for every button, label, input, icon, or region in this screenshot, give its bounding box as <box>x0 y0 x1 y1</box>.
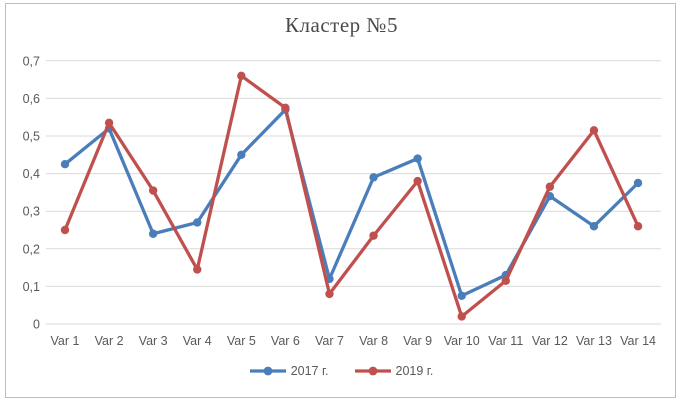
legend-line-marker-swatch <box>249 366 286 376</box>
data-point-marker <box>193 265 202 274</box>
data-point-marker <box>193 218 202 227</box>
data-point-marker <box>501 276 510 285</box>
data-point-marker <box>589 222 599 231</box>
x-axis-category-label: Var 7 <box>315 334 344 348</box>
legend-label: 2019 г. <box>395 364 434 378</box>
data-point-marker <box>413 176 422 186</box>
x-axis-category-label: Var 8 <box>359 334 388 348</box>
data-point-marker <box>60 225 70 235</box>
y-axis-tick-label: 0,2 <box>23 242 40 256</box>
x-axis-category-label: Var 2 <box>95 334 124 348</box>
x-axis-category-label: Var 9 <box>403 334 432 348</box>
legend-item-2017: 2017 г. <box>249 364 329 378</box>
data-point-marker <box>369 231 378 240</box>
x-axis-category-label: Var 4 <box>183 334 212 348</box>
data-point-marker <box>60 160 70 169</box>
data-point-marker <box>457 312 466 321</box>
data-point-marker <box>237 71 246 81</box>
y-axis-tick-label: 0,4 <box>23 167 40 181</box>
legend-line-marker-swatch <box>354 366 391 376</box>
x-axis-category-label: Var 3 <box>139 334 168 348</box>
y-axis-tick-label: 0,7 <box>23 54 40 68</box>
data-point-marker <box>589 126 599 135</box>
data-point-marker <box>148 186 158 195</box>
series-line-2017 <box>63 108 640 298</box>
data-point-marker <box>633 222 643 231</box>
x-axis-category-label: Var 1 <box>51 334 80 348</box>
chart-title: Кластер №5 <box>285 13 398 37</box>
data-point-marker <box>325 289 334 299</box>
series-line-2019 <box>63 74 640 319</box>
y-axis-tick-label: 0,5 <box>23 130 40 144</box>
x-axis-category-label: Var 11 <box>488 334 523 348</box>
x-axis-category-label: Var 5 <box>227 334 256 348</box>
y-axis-tick-label: 0,1 <box>23 280 40 294</box>
data-point-marker <box>413 154 422 163</box>
x-axis-category-label: Var 12 <box>532 334 568 348</box>
x-axis-category-label: Var 13 <box>576 334 612 348</box>
data-point-marker <box>633 178 643 188</box>
y-axis-tick-label: 0,3 <box>23 205 40 219</box>
x-axis-category-label: Var 10 <box>444 334 480 348</box>
legend-label: 2017 г. <box>290 364 329 378</box>
data-point-marker <box>237 150 246 159</box>
legend-item-2019: 2019 г. <box>354 364 434 378</box>
x-axis-category-label: Var 6 <box>271 334 300 348</box>
data-point-marker <box>104 118 114 128</box>
y-axis-tick-label: 0 <box>33 318 40 332</box>
data-point-marker <box>545 182 555 191</box>
x-axis-category-label: Var 14 <box>620 334 656 348</box>
data-point-marker <box>148 229 158 238</box>
y-axis-tick-label: 0,6 <box>23 92 40 106</box>
data-point-marker <box>457 291 466 300</box>
data-point-marker <box>369 173 378 182</box>
legend: 2017 г. 2019 г. <box>0 364 683 378</box>
data-point-marker <box>281 103 290 113</box>
